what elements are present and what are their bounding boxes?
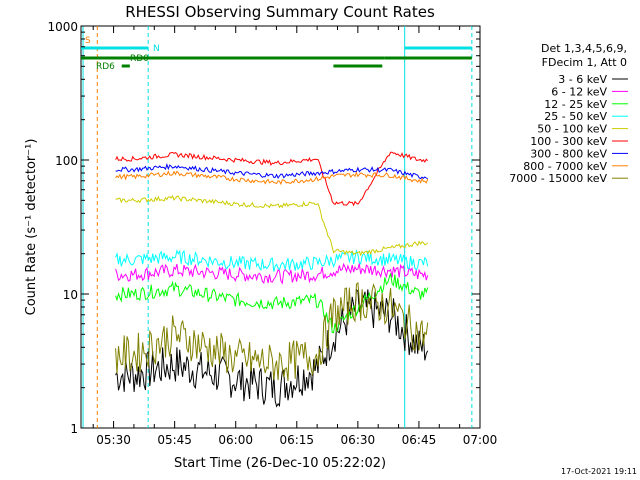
legend-header: FDecim 1, Att 0: [542, 56, 627, 69]
x-tick-label: 06:30: [341, 433, 376, 447]
flag-label-rd6: RD6: [96, 62, 115, 72]
x-tick-label: 05:45: [157, 433, 192, 447]
plot-frame: [80, 25, 481, 429]
x-tick-label: 05:30: [96, 433, 131, 447]
y-tick-label: 1000: [47, 20, 78, 34]
chart-title: RHESSI Observing Summary Count Rates: [125, 3, 435, 21]
axes: 05:30 05:45 06:00 06:15 06:30 06:45 07:00 1 10 10…: [47, 20, 497, 447]
series-layer: [115, 151, 429, 408]
x-tick-label: 06:45: [402, 433, 437, 447]
series-line-0: [115, 288, 429, 408]
legend-entry-label: 100 - 300 keV: [530, 135, 607, 148]
x-tick-label: 06:15: [279, 433, 314, 447]
series-line-1: [115, 262, 429, 285]
timestamp: 17-Oct-2021 19:11: [561, 467, 637, 476]
event-markers: [82, 26, 473, 428]
legend-entry-label: 7000 - 15000 keV: [509, 172, 607, 185]
legend-entry-label: 300 - 800 keV: [530, 147, 607, 160]
x-tick-label: 06:00: [218, 433, 253, 447]
x-axis-label: Start Time (26-Dec-10 05:22:02): [174, 456, 386, 471]
y-axis-label: Count Rate (s⁻¹ detector⁻¹): [24, 139, 39, 316]
y-tick-label: 10: [63, 288, 78, 302]
y-tick-label: 1: [70, 422, 78, 436]
legend-entry-label: 3 - 6 keV: [558, 73, 607, 86]
series-line-6: [115, 162, 428, 180]
flag-label-s: S: [85, 36, 91, 46]
series-line-4: [115, 194, 429, 257]
x-tick-label: 07:00: [463, 433, 498, 447]
flag-label-n: N: [153, 44, 160, 54]
y-tick-label: 100: [55, 154, 78, 168]
flag-label-rd0: RD0: [130, 54, 149, 64]
flag-bars: S N RD0 RD6: [81, 36, 472, 72]
legend-header: Det 1,3,4,5,6,9,: [541, 42, 627, 55]
legend-entry-label: 800 - 7000 keV: [523, 160, 607, 173]
legend-entry-label: 50 - 100 keV: [537, 123, 607, 136]
series-line-5: [115, 151, 429, 207]
legend-entry-label: 6 - 12 keV: [551, 85, 607, 98]
legend: Det 1,3,4,5,6,9,FDecim 1, Att 0 3 - 6 keV…: [509, 42, 628, 185]
series-line-3: [115, 249, 429, 272]
legend-entry-label: 12 - 25 keV: [544, 98, 607, 111]
legend-entry-label: 25 - 50 keV: [544, 110, 607, 123]
series-line-8: [115, 281, 429, 382]
series-line-7: [115, 170, 429, 186]
